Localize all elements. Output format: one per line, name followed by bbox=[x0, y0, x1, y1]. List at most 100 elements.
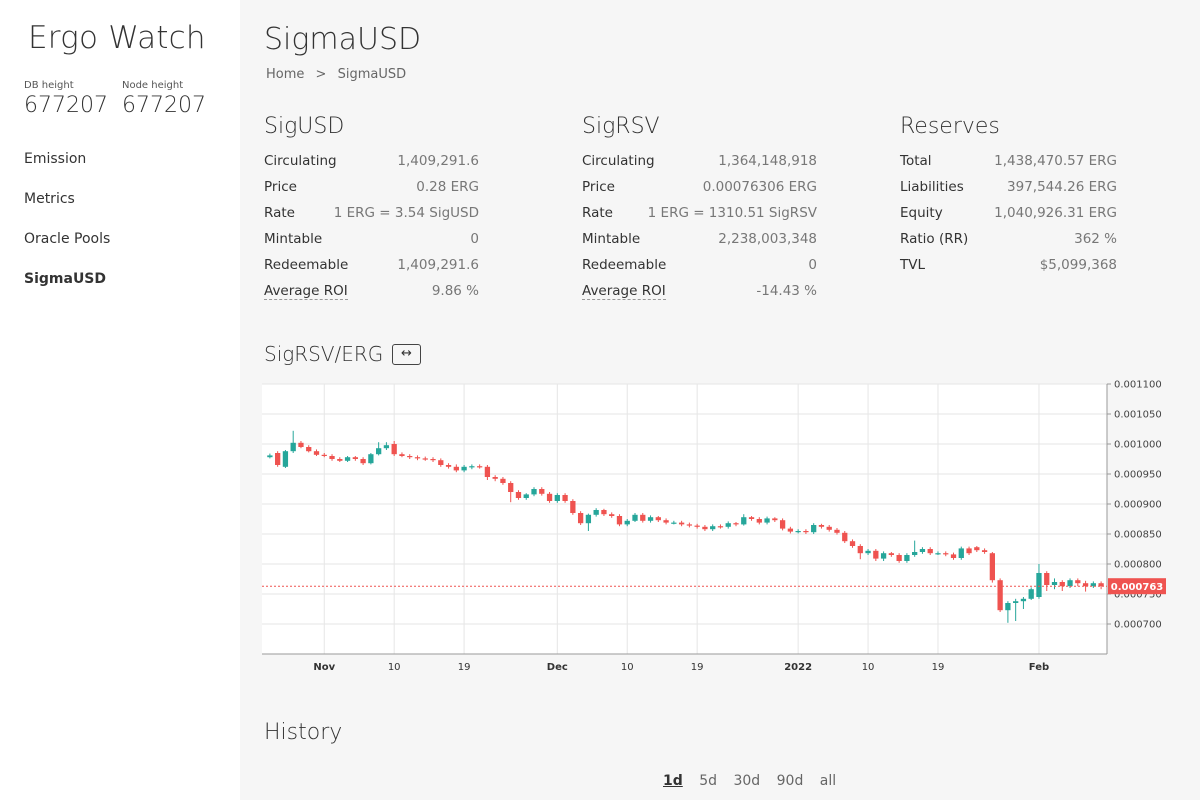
sigrsv-row-average-roi: Average ROI -14.43 % bbox=[582, 278, 817, 304]
candle-body bbox=[927, 549, 933, 554]
candle-body bbox=[678, 522, 685, 525]
reserves-panel: Reserves Total 1,438,470.57 ERG Liabiliti… bbox=[900, 114, 1117, 278]
candle-body bbox=[500, 478, 506, 483]
x-tick-label: 10 bbox=[621, 662, 634, 673]
x-tick-label: 10 bbox=[862, 662, 875, 673]
row-label: Redeemable bbox=[264, 257, 349, 273]
row-label: Equity bbox=[900, 205, 943, 221]
row-label: Price bbox=[582, 179, 615, 195]
row-value: 1,040,926.31 ERG bbox=[994, 205, 1117, 221]
candle-body bbox=[508, 483, 514, 492]
range-all-button[interactable]: all bbox=[819, 773, 837, 789]
sigusd-title: SigUSD bbox=[264, 114, 345, 139]
row-label: Mintable bbox=[582, 231, 641, 247]
history-title: History bbox=[264, 720, 343, 745]
candle-body bbox=[267, 455, 273, 458]
candle-body bbox=[795, 531, 801, 533]
candle-body bbox=[919, 549, 926, 552]
candle-body bbox=[694, 525, 700, 527]
candle-body bbox=[865, 550, 871, 554]
candle-body bbox=[950, 554, 957, 558]
candle-body bbox=[562, 495, 568, 501]
candle-body bbox=[826, 526, 832, 530]
candle-body bbox=[997, 580, 1003, 611]
sidebar-item-metrics[interactable]: Metrics bbox=[24, 191, 75, 207]
candle-body bbox=[655, 517, 661, 521]
history-range-selector: 1d 5d 30d 90d all bbox=[663, 773, 848, 789]
candle-body bbox=[748, 517, 755, 519]
db-height-label: DB height bbox=[24, 80, 74, 91]
row-value: 0.00076306 ERG bbox=[702, 179, 817, 195]
row-value: 0 bbox=[470, 231, 479, 247]
candle-body bbox=[616, 516, 623, 525]
chart-toggle-button[interactable]: ↔ bbox=[392, 344, 421, 365]
candle-body bbox=[1020, 598, 1027, 602]
candle-body bbox=[741, 517, 747, 525]
x-tick-label: Dec bbox=[547, 662, 568, 673]
sigrsv-row-rate: Rate 1 ERG = 1310.51 SigRSV bbox=[582, 200, 817, 226]
price-chart[interactable]: 0.001100 0.001050 0.001000 0.000950 0.000900… bbox=[262, 378, 1200, 680]
candle-body bbox=[1005, 603, 1011, 611]
candle-body bbox=[1013, 601, 1019, 603]
candle-body bbox=[1067, 580, 1073, 587]
candle-body bbox=[360, 459, 366, 464]
breadcrumb-separator: > bbox=[315, 67, 327, 82]
candle-body bbox=[1075, 580, 1081, 584]
row-label: Redeemable bbox=[582, 257, 667, 273]
candle-body bbox=[539, 489, 545, 494]
range-30d-button[interactable]: 30d bbox=[733, 773, 761, 789]
average-roi-tooltip-label[interactable]: Average ROI bbox=[582, 282, 666, 300]
sidebar-item-oracle-pools[interactable]: Oracle Pools bbox=[24, 231, 111, 247]
row-value: 1,438,470.57 ERG bbox=[994, 153, 1117, 169]
range-90d-button[interactable]: 90d bbox=[776, 773, 804, 789]
x-tick-label: 10 bbox=[388, 662, 401, 673]
row-value: -14.43 % bbox=[756, 283, 817, 299]
candle-body bbox=[779, 520, 786, 529]
candle-body bbox=[1082, 583, 1089, 587]
row-value: 1 ERG = 1310.51 SigRSV bbox=[647, 205, 817, 221]
candle-body bbox=[337, 459, 343, 461]
sigusd-row-rate: Rate 1 ERG = 3.54 SigUSD bbox=[264, 200, 479, 226]
candle-body bbox=[935, 553, 941, 555]
candle-body bbox=[989, 553, 995, 581]
candlestick-chart-svg[interactable]: 0.001100 0.001050 0.001000 0.000950 0.000900… bbox=[262, 378, 1200, 680]
candle-body bbox=[275, 453, 281, 465]
candle-body bbox=[1036, 573, 1042, 597]
candle-body bbox=[376, 448, 382, 455]
candle-body bbox=[531, 489, 537, 495]
y-tick-label: 0.000750 bbox=[1114, 590, 1162, 601]
sidebar-nav: Emission Metrics Oracle Pools SigmaUSD bbox=[24, 150, 110, 310]
x-tick-label: Feb bbox=[1029, 662, 1049, 673]
y-tick-label: 0.001100 bbox=[1114, 380, 1162, 391]
last-price-label: 0.000763 bbox=[1111, 582, 1164, 593]
candle-body bbox=[383, 445, 390, 449]
row-label: TVL bbox=[900, 257, 926, 273]
candle-body bbox=[632, 514, 638, 521]
candle-body bbox=[756, 519, 762, 523]
sigusd-row-average-roi: Average ROI 9.86 % bbox=[264, 278, 479, 304]
candle-body bbox=[422, 458, 428, 460]
breadcrumb-current: SigmaUSD bbox=[337, 67, 407, 82]
y-tick-label: 0.000700 bbox=[1114, 620, 1162, 631]
sidebar-item-sigmausd[interactable]: SigmaUSD bbox=[24, 271, 107, 287]
y-tick-label: 0.001050 bbox=[1114, 410, 1162, 421]
breadcrumb-home[interactable]: Home bbox=[266, 67, 305, 82]
candle-body bbox=[772, 518, 778, 521]
brand-logo[interactable]: Ergo Watch bbox=[28, 20, 206, 56]
candle-body bbox=[904, 555, 910, 561]
candle-body bbox=[453, 466, 459, 471]
average-roi-tooltip-label[interactable]: Average ROI bbox=[264, 282, 348, 300]
row-label: Circulating bbox=[264, 153, 337, 169]
candle-body bbox=[842, 532, 848, 542]
candle-body bbox=[399, 454, 405, 456]
node-height-label: Node height bbox=[121, 80, 184, 91]
range-1d-button[interactable]: 1d bbox=[663, 773, 683, 789]
candle-body bbox=[974, 547, 980, 551]
sidebar-item-emission[interactable]: Emission bbox=[24, 151, 87, 167]
row-label: Liabilities bbox=[900, 179, 964, 195]
row-value: 362 % bbox=[1074, 231, 1117, 247]
candle-body bbox=[958, 548, 964, 558]
range-5d-button[interactable]: 5d bbox=[699, 773, 718, 789]
candle-body bbox=[321, 454, 327, 456]
candle-body bbox=[609, 514, 615, 516]
